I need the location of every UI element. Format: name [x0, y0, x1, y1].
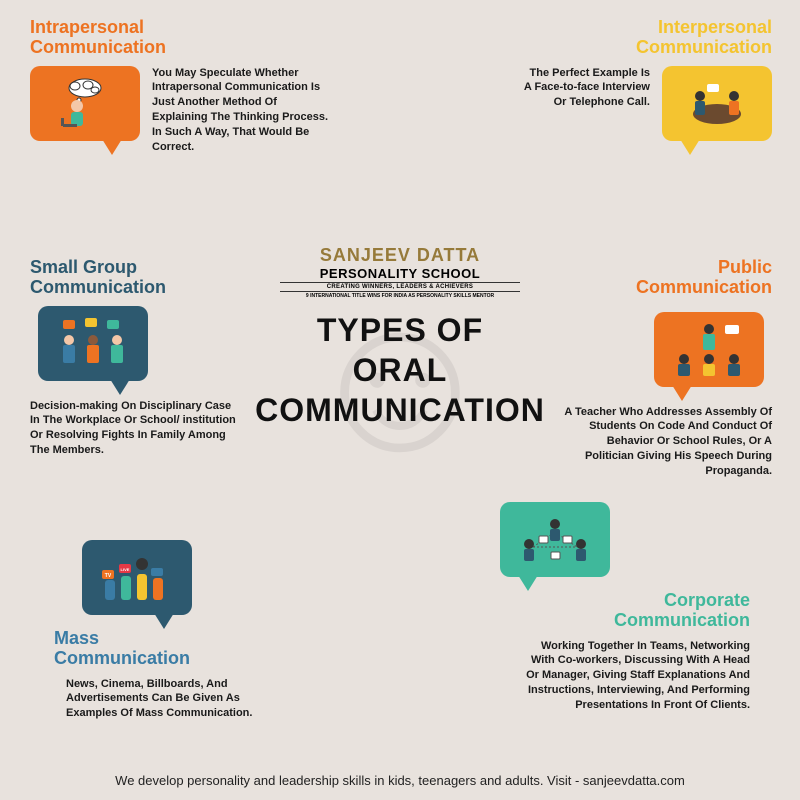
- brand-logo: SANJEEV DATTA PERSONALITY SCHOOL CREATIN…: [280, 245, 520, 299]
- section-mass: TV LIVE Mass Communication News, Cinema,…: [54, 540, 284, 721]
- group-people-icon: [53, 316, 133, 371]
- section-corporate: Corporate Communication Working Together…: [480, 502, 750, 713]
- main-title: TYPES OF ORAL COMMUNICATION: [255, 310, 545, 430]
- logo-small: 9 INTERNATIONAL TITLE WINS FOR INDIA AS …: [280, 293, 520, 299]
- intrapersonal-desc: You May Speculate Whether Intrapersonal …: [152, 66, 332, 155]
- corporate-heading: Corporate Communication: [480, 591, 750, 631]
- interpersonal-desc: The Perfect Example Is A Face-to-face In…: [520, 66, 650, 111]
- logo-tag: CREATING WINNERS, LEADERS & ACHIEVERS: [280, 282, 520, 292]
- smallgroup-bubble: [38, 306, 148, 381]
- footer-text: We develop personality and leadership sk…: [0, 773, 800, 788]
- interview-icon: [682, 76, 752, 131]
- public-desc: A Teacher Who Addresses Assembly Of Stud…: [562, 405, 772, 479]
- networking-icon: [515, 512, 595, 567]
- media-mics-icon: TV LIVE: [97, 550, 177, 605]
- public-heading: Public Communication: [552, 258, 772, 298]
- section-interpersonal: Interpersonal Communication The Perfect …: [462, 18, 772, 141]
- smallgroup-desc: Decision-making On Disciplinary Case In …: [30, 399, 240, 458]
- logo-sub: PERSONALITY SCHOOL: [280, 266, 520, 281]
- intrapersonal-heading: Intrapersonal Communication: [30, 18, 370, 58]
- logo-name: SANJEEV DATTA: [280, 245, 520, 266]
- mass-bubble: TV LIVE: [82, 540, 192, 615]
- mass-desc: News, Cinema, Billboards, And Advertisem…: [66, 677, 256, 722]
- speaker-audience-icon: [669, 319, 749, 379]
- corporate-desc: Working Together In Teams, Networking Wi…: [520, 639, 750, 713]
- public-bubble: [654, 312, 764, 387]
- smallgroup-heading: Small Group Communication: [30, 258, 260, 298]
- intrapersonal-bubble: [30, 66, 140, 141]
- interpersonal-heading: Interpersonal Communication: [462, 18, 772, 58]
- main-title-text: TYPES OF ORAL COMMUNICATION: [255, 310, 545, 430]
- mass-heading: Mass Communication: [54, 629, 284, 669]
- section-intrapersonal: Intrapersonal Communication You May Spec…: [30, 18, 370, 155]
- corporate-bubble: [500, 502, 610, 577]
- section-smallgroup: Small Group Communication Decision-makin…: [30, 258, 260, 458]
- svg-text:TV: TV: [105, 573, 112, 579]
- thinking-person-icon: [55, 76, 115, 131]
- interpersonal-bubble: [662, 66, 772, 141]
- svg-text:LIVE: LIVE: [121, 567, 130, 572]
- section-public: Public Communication A Teacher Who Addre…: [552, 258, 772, 479]
